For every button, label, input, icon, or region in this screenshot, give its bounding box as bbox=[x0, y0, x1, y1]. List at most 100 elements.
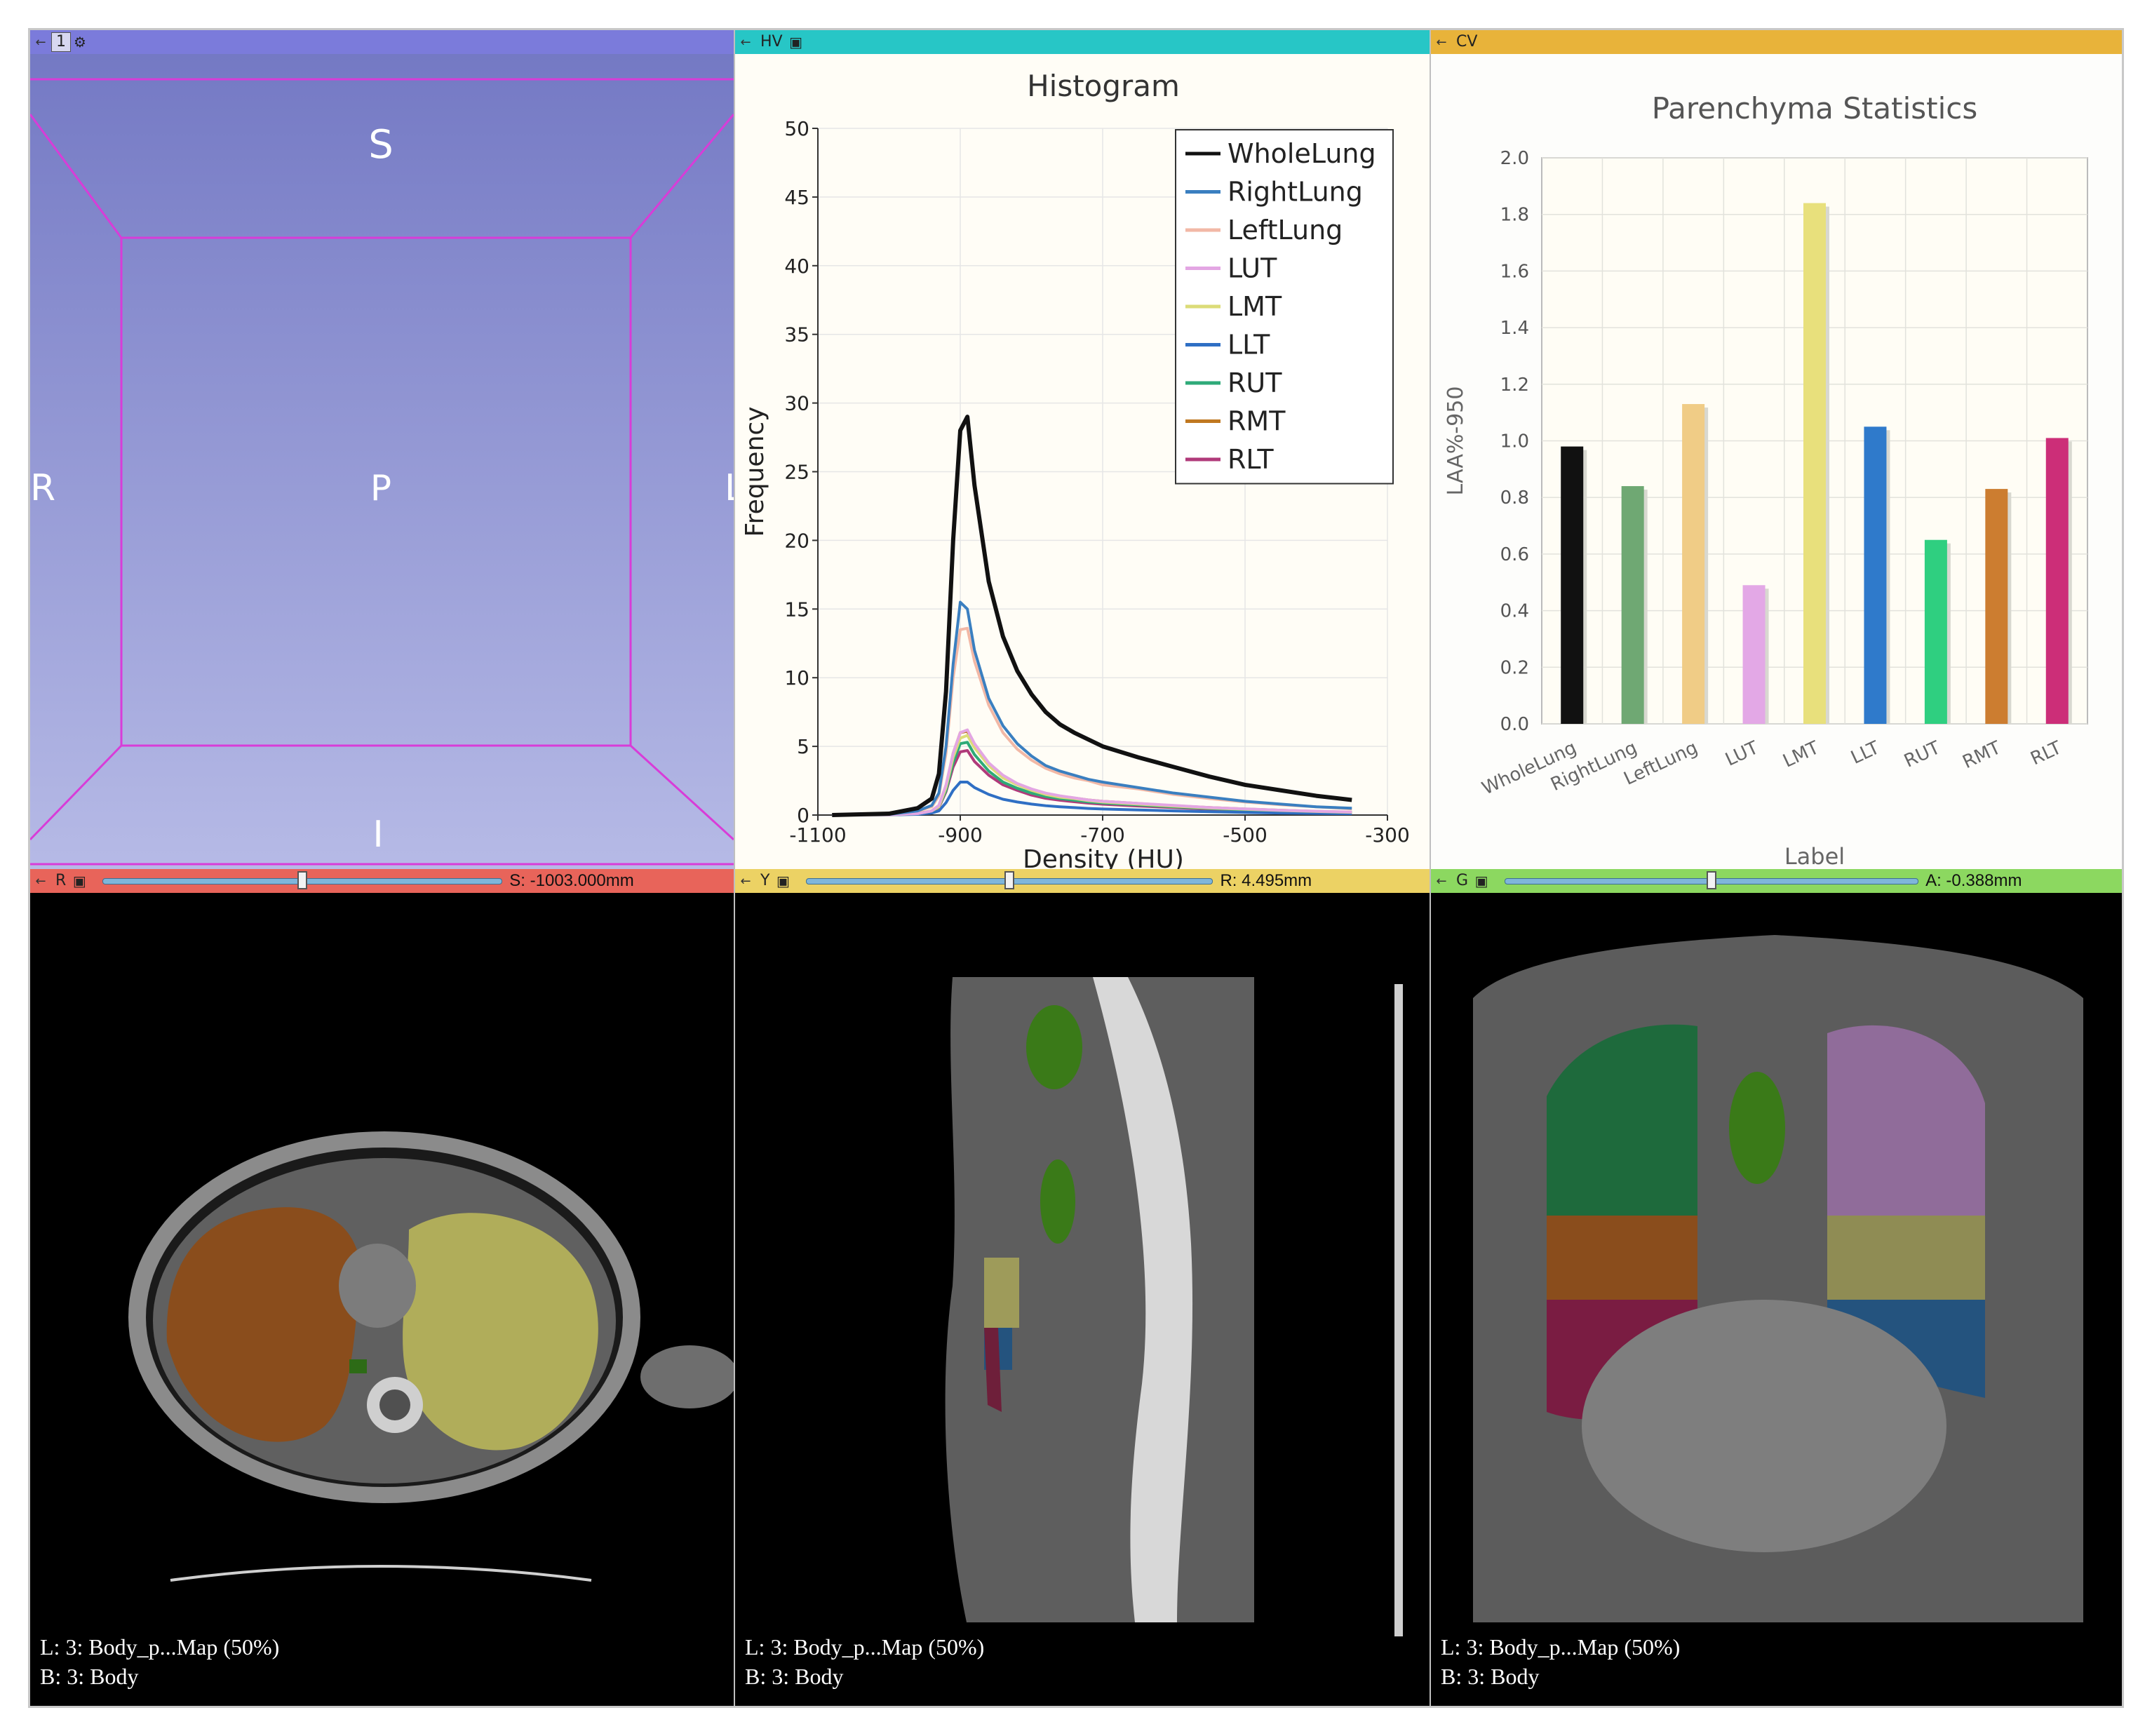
y-tick-label: 1.8 bbox=[1500, 205, 1529, 226]
legend-label: WholeLung bbox=[1228, 138, 1376, 169]
bar-chart-canvas[interactable]: 0.0 0.2 0.4 0.6 0.8 1.0 1.2 1.4 1.6 1.8 2.0 Parench… bbox=[1431, 54, 2122, 869]
y-tick-label: 0.4 bbox=[1500, 601, 1529, 622]
slider-thumb[interactable] bbox=[1004, 871, 1015, 889]
y-tick-label: 0.8 bbox=[1500, 487, 1529, 509]
x-tick-label: -300 bbox=[1365, 823, 1410, 847]
chart-view-header: ← CV bbox=[1431, 30, 2122, 54]
green-slice-header: ← G ▣ A: -0.388mm bbox=[1431, 869, 2122, 893]
x-tick-label: LLT bbox=[1848, 737, 1883, 769]
pin-icon[interactable]: ← bbox=[740, 34, 751, 50]
bar-lmt[interactable] bbox=[1803, 203, 1826, 724]
x-axis-label: Density (HU) bbox=[1023, 845, 1184, 869]
pin-icon[interactable]: ← bbox=[35, 34, 46, 50]
slider-thumb[interactable] bbox=[1707, 871, 1717, 889]
y-tick-label: 0.6 bbox=[1500, 544, 1529, 565]
bar-wholelung[interactable] bbox=[1561, 446, 1584, 724]
3d-view-canvas[interactable]: S R P L I bbox=[30, 54, 734, 869]
legend-label: LeftLung bbox=[1228, 215, 1343, 245]
bar-rmt[interactable] bbox=[1985, 489, 2008, 724]
x-tick-label: LUT bbox=[1722, 737, 1761, 771]
slice-offset-slider[interactable] bbox=[1505, 869, 1919, 893]
sagittal-slice-canvas[interactable]: L: 3: Body_p...Map (50%) B: 3: Body bbox=[735, 893, 1430, 1706]
y-tick-label: 35 bbox=[784, 323, 809, 346]
view-tag: HV bbox=[760, 33, 783, 51]
pin-icon[interactable]: ← bbox=[1436, 34, 1447, 50]
view-number-tag[interactable]: 1 bbox=[51, 32, 71, 52]
link-icon[interactable]: ▣ bbox=[776, 873, 790, 889]
y-tick-label: 1.2 bbox=[1500, 375, 1529, 396]
3d-view-pane: ← 1 ⚙ bbox=[30, 30, 734, 869]
bounding-box bbox=[30, 78, 734, 866]
orientation-label-left: R bbox=[30, 467, 55, 509]
y-tick-label: 0.2 bbox=[1500, 657, 1529, 678]
chart-view-pane: ← CV 0.0 0.2 0.4 0.6 0.8 1.0 1.2 1.4 1.6 1.8 2.0 Pa… bbox=[1430, 30, 2122, 869]
y-tick-label: 1.6 bbox=[1500, 261, 1529, 282]
bar-rlt[interactable] bbox=[2045, 438, 2069, 724]
histogram-canvas[interactable]: 0 5 10 15 20 25 30 35 40 45 50 -1100 -900 -700 -500 -30… bbox=[735, 54, 1430, 869]
x-axis-label: Label bbox=[1784, 843, 1845, 869]
yellow-slice-view: ← Y ▣ R: 4.495mm bbox=[734, 869, 1430, 1706]
sagittal-ct-image bbox=[945, 977, 1403, 1636]
legend-label: RMT bbox=[1228, 406, 1286, 437]
bar-lut[interactable] bbox=[1742, 585, 1766, 724]
bar-llt[interactable] bbox=[1864, 426, 1887, 724]
app-window: ← 1 ⚙ bbox=[28, 28, 2124, 1708]
pin-icon[interactable]: ← bbox=[35, 873, 46, 889]
background-info-label: B: 3: Body bbox=[40, 1664, 139, 1689]
3d-background bbox=[30, 54, 734, 869]
x-tick-label: LMT bbox=[1780, 737, 1822, 772]
green-slice-view: ← G ▣ A: -0.388mm bbox=[1430, 869, 2122, 1706]
view-tag: R bbox=[55, 872, 67, 889]
pin-icon[interactable]: ← bbox=[1436, 873, 1447, 889]
red-slice-header: ← R ▣ S: -1003.000mm bbox=[30, 869, 734, 893]
bar-rightlung[interactable] bbox=[1621, 486, 1644, 724]
link-icon[interactable]: ▣ bbox=[1474, 873, 1488, 889]
y-tick-label: 0 bbox=[797, 804, 809, 827]
slider-thumb[interactable] bbox=[297, 871, 308, 889]
chart-title: Histogram bbox=[1027, 69, 1180, 103]
view-tag: Y bbox=[760, 872, 770, 889]
x-tick-label: RUT bbox=[1901, 737, 1944, 772]
y-tick-label: 1.4 bbox=[1500, 318, 1529, 339]
yellow-slice-header: ← Y ▣ R: 4.495mm bbox=[735, 869, 1430, 893]
series-line-wholelung bbox=[832, 415, 1352, 817]
x-tick-label: -500 bbox=[1223, 823, 1267, 847]
link-icon[interactable]: ▣ bbox=[789, 34, 803, 51]
chart-title: Parenchyma Statistics bbox=[1652, 91, 1978, 126]
histogram-view-header: ← HV ▣ bbox=[735, 30, 1430, 54]
slice-offset-slider[interactable] bbox=[806, 869, 1213, 893]
view-tag: G bbox=[1456, 872, 1469, 889]
bar-rut[interactable] bbox=[1924, 539, 1947, 724]
view-tag: CV bbox=[1456, 33, 1478, 51]
coronal-slice-canvas[interactable]: L: 3: Body_p...Map (50%) B: 3: Body bbox=[1431, 893, 2122, 1706]
y-tick-label: 45 bbox=[784, 186, 809, 209]
y-tick-label: 1.0 bbox=[1500, 431, 1529, 452]
x-tick-label: -900 bbox=[938, 823, 983, 847]
series-line-rightlung bbox=[832, 600, 1352, 816]
slice-offset-value: A: -0.388mm bbox=[1925, 871, 2022, 890]
layer-info-label: L: 3: Body_p...Map (50%) bbox=[745, 1634, 985, 1660]
orientation-label-top: S bbox=[368, 122, 394, 168]
x-tick-label: -1100 bbox=[789, 823, 846, 847]
link-icon[interactable]: ▣ bbox=[72, 873, 86, 889]
pin-icon[interactable]: ← bbox=[740, 873, 751, 889]
series-line-lut bbox=[832, 728, 1352, 816]
slice-offset-slider[interactable] bbox=[102, 869, 503, 893]
bar-leftlung[interactable] bbox=[1682, 404, 1705, 724]
y-tick-label: 10 bbox=[784, 666, 809, 689]
legend-label: RightLung bbox=[1228, 177, 1363, 208]
series-line-llt bbox=[832, 781, 1352, 816]
legend-label: LUT bbox=[1228, 253, 1277, 284]
y-tick-label: 15 bbox=[784, 598, 809, 621]
legend-label: LMT bbox=[1228, 291, 1282, 322]
red-slice-view: ← R ▣ S: -1003.000mm bbox=[30, 869, 734, 1706]
y-tick-label: 50 bbox=[784, 117, 809, 140]
histogram-view-pane: ← HV ▣ 0 5 10 15 20 25 30 35 40 45 50 -1100 -900 -700… bbox=[734, 30, 1430, 869]
legend-label: RLT bbox=[1228, 444, 1274, 475]
orientation-label-center: P bbox=[370, 468, 391, 509]
y-tick-label: 5 bbox=[797, 735, 809, 758]
y-tick-label: 30 bbox=[784, 392, 809, 415]
slice-offset-value: S: -1003.000mm bbox=[509, 871, 634, 890]
gear-icon[interactable]: ⚙ bbox=[74, 34, 86, 51]
axial-slice-canvas[interactable]: L: 3: Body_p...Map (50%) B: 3: Body bbox=[30, 893, 734, 1706]
